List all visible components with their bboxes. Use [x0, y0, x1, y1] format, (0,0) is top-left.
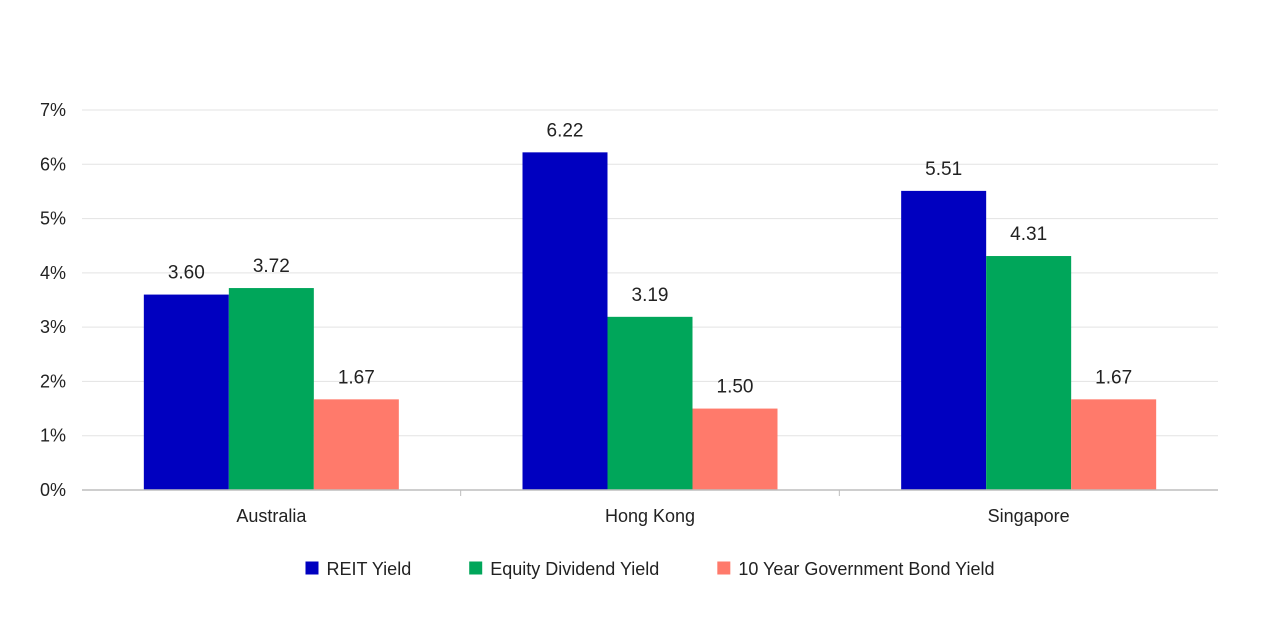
x-tick-label: Australia [236, 506, 307, 526]
data-label: 1.67 [338, 367, 375, 388]
bar [607, 316, 693, 490]
legend-item: Equity Dividend Yield [469, 559, 659, 579]
bar [986, 256, 1072, 490]
legend-swatch [469, 561, 483, 575]
data-label: 5.51 [925, 159, 962, 180]
bar [522, 152, 608, 491]
bar [692, 408, 778, 490]
bar [1071, 399, 1157, 490]
legend-item: REIT Yield [305, 559, 411, 579]
legend-item: 10 Year Government Bond Yield [717, 559, 995, 579]
data-label: 3.72 [253, 256, 290, 277]
x-axis: Australia Hong Kong Singapore [82, 489, 1218, 526]
y-tick-label: 1% [40, 426, 66, 446]
data-label: 6.22 [547, 120, 584, 141]
data-label: 4.31 [1010, 224, 1047, 245]
bar [228, 288, 314, 490]
y-tick-label: 3% [40, 317, 66, 337]
y-tick-label: 2% [40, 371, 66, 391]
data-label: 1.50 [717, 377, 754, 398]
data-label: 1.67 [1095, 367, 1132, 388]
legend-swatch [305, 561, 319, 575]
bars [143, 152, 1157, 491]
data-label: 3.19 [632, 285, 669, 306]
x-tick-label: Singapore [988, 506, 1070, 526]
y-tick-label: 4% [40, 263, 66, 283]
data-labels: 3.60 3.72 1.67 6.22 3.19 1.50 5.51 4.31 1.67 [168, 120, 1132, 397]
bar [901, 190, 987, 490]
y-tick-label: 6% [40, 154, 66, 174]
bar [313, 399, 399, 490]
legend-swatch [717, 561, 731, 575]
bar [143, 294, 229, 490]
y-tick-label: 5% [40, 209, 66, 229]
x-tick-label: Hong Kong [605, 506, 695, 526]
y-tick-label: 7% [40, 100, 66, 120]
legend: REIT Yield Equity Dividend Yield 10 Year G… [305, 559, 995, 579]
legend-label: Equity Dividend Yield [490, 559, 659, 579]
y-axis: 0% 1% 2% 3% 4% 5% 6% 7% [40, 100, 66, 500]
data-label: 3.60 [168, 263, 205, 284]
y-tick-label: 0% [40, 480, 66, 500]
legend-label: REIT Yield [326, 559, 411, 579]
legend-label: 10 Year Government Bond Yield [738, 559, 994, 579]
